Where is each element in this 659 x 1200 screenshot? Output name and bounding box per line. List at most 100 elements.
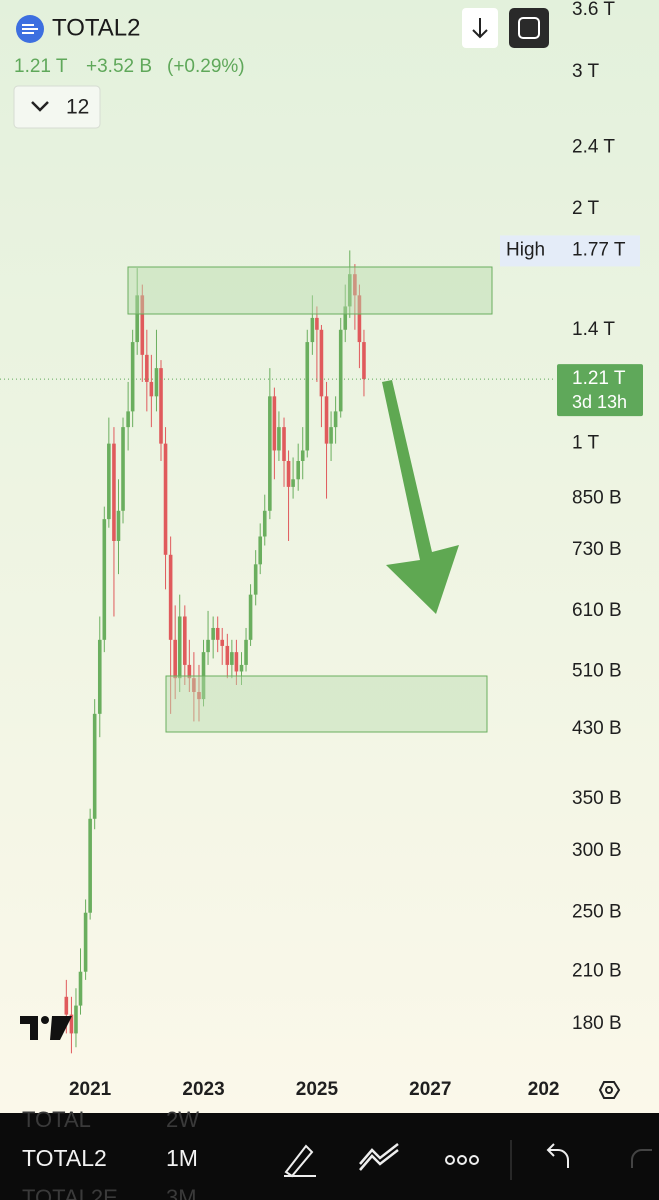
last-price: 1.21 T (14, 56, 68, 77)
y-tick-label: 180 B (572, 1013, 622, 1034)
interval-option[interactable]: 2W (166, 1107, 199, 1132)
candle-body (333, 411, 338, 428)
y-tick-label: 510 B (572, 660, 622, 681)
x-tick-label: 2021 (69, 1079, 112, 1100)
candle-body (74, 1005, 78, 1034)
candle-body (116, 510, 121, 541)
undo-button[interactable] (546, 1143, 569, 1168)
indicator-toggle[interactable] (13, 85, 101, 129)
x-tick-label: 2027 (409, 1079, 451, 1100)
candle-body (192, 678, 196, 692)
y-tick-label: 3 T (572, 61, 600, 82)
x-tick-label: 202 (528, 1079, 560, 1100)
y-tick-label: 430 B (572, 718, 622, 739)
candle-body (357, 295, 362, 343)
y-tick-label: 1 T (572, 433, 600, 454)
candle-body (154, 368, 159, 397)
candle-body (282, 427, 286, 461)
candle-body (362, 342, 366, 380)
x-tick-label: 2023 (182, 1079, 224, 1100)
candle-body (324, 396, 329, 444)
y-tick-label: 300 B (572, 840, 622, 861)
candle-body (159, 368, 163, 444)
candle-body (69, 1014, 74, 1034)
candle-body (145, 354, 149, 382)
candle-body (258, 536, 263, 565)
y-tick-label: 350 B (572, 788, 622, 809)
candle-body (149, 381, 154, 397)
candle-body (215, 627, 220, 640)
x-tick-label: 2025 (296, 1079, 339, 1100)
logo-dot (41, 1016, 49, 1024)
candle-body (234, 652, 239, 672)
candle-body (197, 691, 201, 700)
redo-button[interactable] (631, 1149, 652, 1168)
candle-body (173, 639, 177, 679)
candle-body (347, 274, 352, 307)
symbol-option[interactable]: TOTAL (22, 1107, 91, 1132)
candle-body (102, 519, 107, 640)
candle-body (163, 443, 168, 555)
candle-body (305, 342, 310, 451)
drawings-button[interactable] (359, 1143, 399, 1171)
interval-option[interactable]: 3M (166, 1185, 197, 1200)
candle-body (319, 329, 324, 397)
candle-body (230, 652, 234, 665)
candle-body (225, 645, 230, 665)
candle-body (343, 306, 348, 330)
draw-tool-button[interactable] (284, 1144, 316, 1178)
fullscreen-button[interactable] (509, 8, 549, 48)
y-tick-label: 730 B (572, 539, 622, 560)
candle-body (107, 443, 111, 520)
zone-box[interactable] (165, 675, 488, 733)
high-label-value: 1.77 T (572, 239, 626, 260)
symbol-option[interactable]: TOTAL2E (22, 1185, 118, 1200)
candle-body (353, 274, 357, 296)
arrow[interactable] (382, 380, 459, 614)
background (0, 0, 659, 1113)
candle-body (300, 450, 305, 461)
candle-body (92, 713, 97, 819)
candle-body (220, 639, 225, 646)
candle-body (64, 996, 69, 1015)
candle-body (248, 594, 253, 640)
candle-body (296, 460, 300, 480)
indicator-count: 12 (66, 96, 89, 119)
bar-countdown: 3d 13h (572, 392, 627, 412)
settings-icon (605, 1086, 613, 1094)
candle-body (140, 295, 145, 355)
candle-body (78, 971, 83, 1006)
candle-body (310, 317, 315, 343)
candle-body (272, 396, 277, 451)
y-tick-label: 1.4 T (572, 319, 615, 340)
y-tick-label: 3.6 T (572, 0, 615, 20)
candle-body (277, 427, 281, 451)
zone-box[interactable] (127, 266, 493, 315)
y-tick-label: 2.4 T (572, 136, 615, 157)
settings-button[interactable] (598, 1081, 621, 1099)
high-label-box (500, 235, 640, 267)
candle-body (183, 616, 187, 665)
candle-body (97, 639, 102, 714)
y-tick-label: 250 B (572, 902, 622, 923)
candle-body (187, 664, 192, 679)
y-tick-label: 210 B (572, 961, 622, 982)
candle-body (121, 427, 125, 511)
interval-option[interactable]: 1M (166, 1145, 198, 1171)
price-change-pct: (+0.29%) (167, 56, 245, 77)
down-arrow-icon (472, 18, 488, 39)
chevron (31, 101, 49, 112)
last-price-label-box (557, 364, 643, 417)
candle-body (315, 317, 319, 330)
candle-body (286, 460, 291, 487)
candle-body (206, 639, 210, 653)
symbol-option[interactable]: TOTAL2 (22, 1145, 107, 1171)
plot-area (64, 250, 366, 1054)
candle-body (88, 818, 92, 913)
logo-glyph (22, 24, 38, 34)
tradingview-logo (20, 1016, 72, 1040)
more-button[interactable] (445, 1155, 479, 1165)
symbol-name[interactable]: TOTAL2 (52, 14, 140, 41)
candle-body (126, 411, 130, 428)
